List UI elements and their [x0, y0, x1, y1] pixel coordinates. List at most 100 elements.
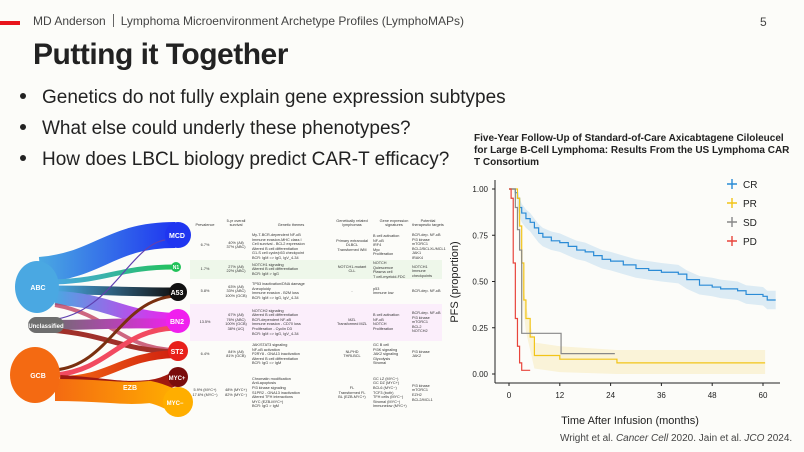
x-axis-label: Time After Infusion (months)	[561, 415, 699, 427]
cell-line: NOTCH1 signaling	[252, 262, 284, 267]
legend-marker-icon	[727, 179, 737, 189]
cell-line: 17.6% (MYC−)	[192, 392, 218, 397]
cell-line: NOTCH	[373, 322, 387, 327]
node-mycpos	[168, 367, 188, 387]
label-gcb: GCB	[30, 373, 46, 380]
x-tick-label: 12	[555, 391, 564, 400]
header-survival: 5-yr overall survival	[226, 218, 246, 228]
cell-line: Transformed FL	[338, 390, 366, 395]
cell-line: 63% (All)	[228, 284, 244, 289]
node-abc	[15, 261, 59, 313]
cell-line: BCR: IgM => IgG, IgV_4-34	[252, 255, 299, 260]
cell-survival: 48% (MYC+) 82% (MYC−)	[221, 388, 251, 397]
cell-line: CLL	[348, 269, 356, 274]
flow-gcb-st2	[59, 350, 176, 384]
cell-line: BCR: IgM => IgG, IgV_4-34	[252, 296, 299, 301]
cell-line: 22% (ABC)	[226, 269, 246, 274]
label-mycpos: MYC+	[169, 376, 186, 382]
cell-line: PI3 kinase	[412, 237, 430, 242]
flow-abc-mcd	[38, 222, 176, 283]
citation-text: 2024.	[764, 433, 793, 444]
cell-line: Stromal	[373, 361, 387, 366]
cell-line: TFH cells (MYC−)	[373, 395, 404, 400]
cell-prevalence: 13.5%	[190, 320, 220, 325]
cell-line: TP53 inactivation/DNA damage	[252, 282, 305, 287]
cell-line: Transformed MZL	[336, 322, 368, 327]
cell-survival: 84% (All) 81% (GCB)	[221, 350, 251, 359]
cell-line: 38% (UC)	[227, 327, 245, 332]
cell-prevalence: 5.9% (MYC+) 17.6% (MYC−)	[190, 388, 220, 397]
citation-text: Wright et al.	[560, 433, 616, 444]
flow-gcb-bn2	[54, 325, 176, 378]
cell-line: 100% (GCB)	[225, 293, 247, 298]
accent-bar	[0, 21, 20, 25]
cell-related-lymphomas: NOTCH1-mutant CLL	[332, 265, 372, 274]
flow-unclassified-mcd	[49, 239, 166, 321]
cell-expression-signatures: NOTCH Quiescence Plasma cell T cell-myeloid…	[373, 261, 415, 279]
cell-line: -	[351, 289, 353, 294]
legend-label: PR	[743, 199, 757, 210]
cell-line: IRAK4	[412, 255, 423, 260]
cell-line: DLBCL	[345, 243, 359, 248]
cell-genetic-themes: NOTCH2 signaling Altered B cell different…	[252, 309, 330, 337]
cell-line: G1-S cell cycle/p53 checkpoint	[252, 251, 304, 256]
cell-line: BCL2/MCL1	[412, 397, 433, 402]
cell-line: Immune evasion - B2M loss	[252, 291, 299, 296]
citation-text: 2020. Jain et al.	[668, 433, 745, 444]
x-tick-label: 36	[657, 391, 666, 400]
cell-line: Chromatin modification	[252, 376, 291, 381]
flow-abc-a53	[54, 285, 176, 297]
cell-line: JAK/STAT3 signaling	[252, 343, 288, 347]
cell-line: mTORC1	[412, 320, 428, 325]
cell-genetic-themes: Chromatin modification Anti-apoptosis PI3 …	[252, 377, 330, 409]
cell-line: Plasma cell	[373, 270, 393, 275]
table-row: 1.7% 27% (All) 22% (ABC) NOTCH1 signaling Al…	[190, 260, 442, 279]
cell-line: BCL6 (MYC−)	[373, 386, 397, 391]
legend-marker-icon	[727, 236, 737, 246]
cell-line: GC DZ (MYC+)	[373, 381, 400, 386]
series-line-sd	[509, 188, 615, 355]
subtype-table: Prevalence 5-yr overall survival Genetic t…	[190, 196, 446, 424]
cell-line: PI3K signaling	[373, 347, 398, 352]
bullet-dot-icon	[20, 124, 26, 130]
cell-genetic-themes: JAK/STAT3 signaling NF-κB activation P2RY8…	[252, 343, 330, 366]
cell-related-lymphomas: NLPHD THRLBCL	[332, 350, 372, 359]
label-st2: ST2	[171, 349, 184, 356]
series-line-cr	[509, 188, 776, 301]
cell-line: 13.5%	[199, 320, 211, 325]
cell-line: NOTCH	[373, 261, 387, 265]
cell-expression-signatures: p53 Immune low	[373, 287, 415, 296]
cell-line: BCR: IgG > IgM	[252, 404, 279, 409]
cell-line: BCL2	[412, 324, 422, 329]
slide-title: Putting it Together	[33, 38, 288, 71]
cell-line: Altered B cell differentiation	[252, 356, 299, 361]
cell-line: Immunelow (MYC+)	[373, 404, 407, 409]
flow-gcb-a53	[54, 294, 176, 372]
cell-line: NF-κB	[373, 238, 384, 243]
cell-line: Immune evasion - CD70 loss	[252, 322, 301, 327]
cell-line: NF-κB activation	[252, 347, 280, 352]
cell-line: TCF3 (both)	[373, 390, 394, 395]
bullet-dot-icon	[20, 93, 26, 99]
header-related-lymphomas: Genetically related lymphomas	[336, 218, 368, 228]
label-a53: A53	[171, 290, 184, 297]
node-n1	[171, 262, 181, 272]
node-a53	[169, 283, 187, 301]
bullet-text: How does LBCL biology predict CAR-T effi…	[42, 149, 450, 170]
cell-expression-signatures: GC LZ (MYC−) GC DZ (MYC+) BCL6 (MYC−) TCF3 …	[373, 377, 415, 409]
cell-line: B cell activation	[373, 313, 400, 318]
header-genetic-themes: Genetic themes	[277, 223, 305, 228]
series-line-pd	[509, 188, 531, 371]
cell-line: BCR-dependent NF-κB	[252, 317, 292, 322]
cell-line: BCL2/BCLXL/MCL1	[412, 246, 446, 251]
cell-line: 82% (MYC−)	[225, 392, 247, 397]
cell-line: BCR-dep. NF-κB	[412, 311, 441, 315]
cell-line: Stromal (MYC−)	[373, 399, 401, 404]
cell-prevalence: 5.8%	[190, 289, 220, 294]
cell-line: mTORC1	[412, 388, 428, 393]
cell-line: PI3 kinase	[412, 315, 430, 320]
cell-line: BCR: IgM > IgG	[252, 271, 279, 276]
cell-related-lymphomas: Primary extranodal DLBCL Transformed WM	[332, 239, 372, 253]
x-tick-label: 60	[759, 391, 768, 400]
cell-line: PI3 kinase	[412, 349, 430, 354]
